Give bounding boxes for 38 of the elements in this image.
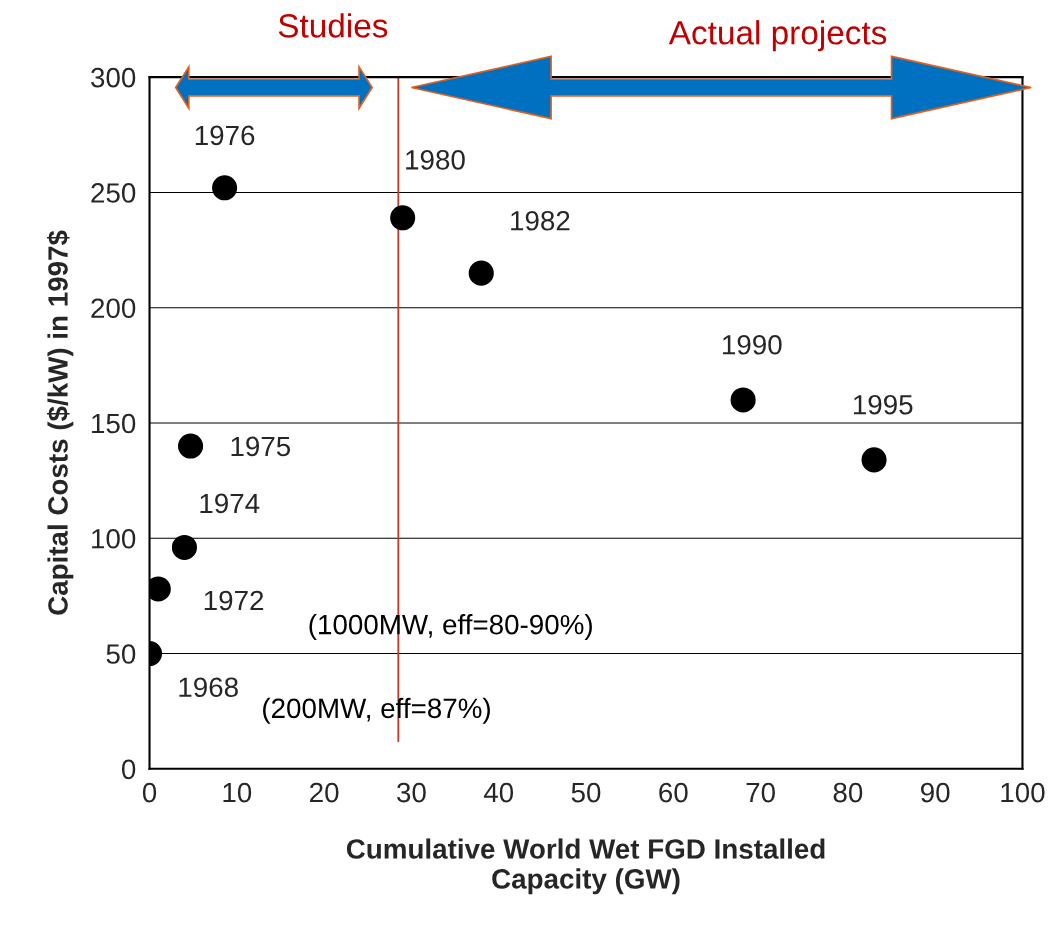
x-tick-label: 90 (921, 782, 950, 803)
x-tick-label: 0 (142, 782, 157, 803)
x-tick-label: 60 (659, 782, 688, 803)
point (730, 387, 756, 413)
annotation: 1968 (179, 677, 238, 698)
x-tick-label: 30 (397, 782, 426, 803)
annotation: 1972 (204, 590, 264, 611)
x-tick-label: 70 (746, 782, 775, 803)
x-tick-label: 80 (833, 782, 863, 803)
y-axis-title: Capital Costs ($/kW) in 1997$ (46, 230, 74, 615)
point (178, 433, 204, 459)
annotation: 1982 (511, 210, 570, 231)
text: Studies (278, 13, 388, 38)
x-tick-label: 40 (483, 782, 514, 803)
point (212, 175, 238, 201)
y-tick-label: 0 (121, 759, 136, 780)
y-tick-label: 300 (91, 67, 136, 88)
point (171, 534, 197, 561)
x-tick-label: 100 (1001, 782, 1045, 803)
annotation: 1975 (231, 436, 291, 457)
annotation: 1995 (853, 394, 913, 415)
point (468, 260, 494, 286)
y-tick-label: 100 (92, 528, 136, 549)
text: Actual projects (668, 20, 887, 52)
annotation: 1976 (195, 125, 255, 146)
x-axis-title: Cumulative World Wet FGD Installed Capacity (GW) (346, 838, 825, 895)
annotation: 1980 (406, 150, 465, 170)
annotation: 1974 (200, 493, 260, 514)
x-tick-label: 10 (223, 782, 252, 803)
y-tick-label: 50 (106, 644, 136, 664)
annotation: 1990 (723, 334, 782, 355)
y-tick-label: 200 (91, 298, 136, 319)
x-tick-label: 50 (571, 782, 601, 803)
point (861, 447, 887, 473)
y-tick-label: 250 (91, 183, 136, 203)
y-tick-label: 150 (92, 413, 136, 434)
x-tick-label: 20 (310, 782, 339, 803)
point (390, 205, 416, 231)
